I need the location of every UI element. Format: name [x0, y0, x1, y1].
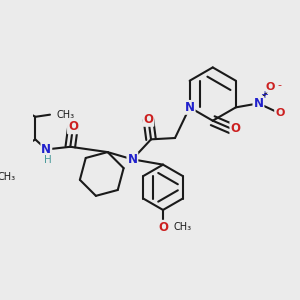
Text: CH₃: CH₃ — [0, 172, 15, 182]
Text: CH₃: CH₃ — [57, 110, 75, 120]
Text: O: O — [275, 108, 284, 118]
Text: N: N — [41, 143, 51, 156]
Text: O: O — [266, 82, 275, 92]
Text: N: N — [128, 153, 137, 166]
Text: +: + — [260, 90, 268, 100]
Text: O: O — [143, 113, 153, 126]
Text: H: H — [44, 155, 52, 165]
Text: O: O — [158, 221, 168, 234]
Text: O: O — [230, 122, 240, 135]
Text: N: N — [185, 101, 195, 114]
Text: O: O — [68, 120, 78, 133]
Text: -: - — [277, 80, 281, 90]
Text: CH₃: CH₃ — [173, 222, 191, 232]
Text: N: N — [254, 97, 263, 110]
